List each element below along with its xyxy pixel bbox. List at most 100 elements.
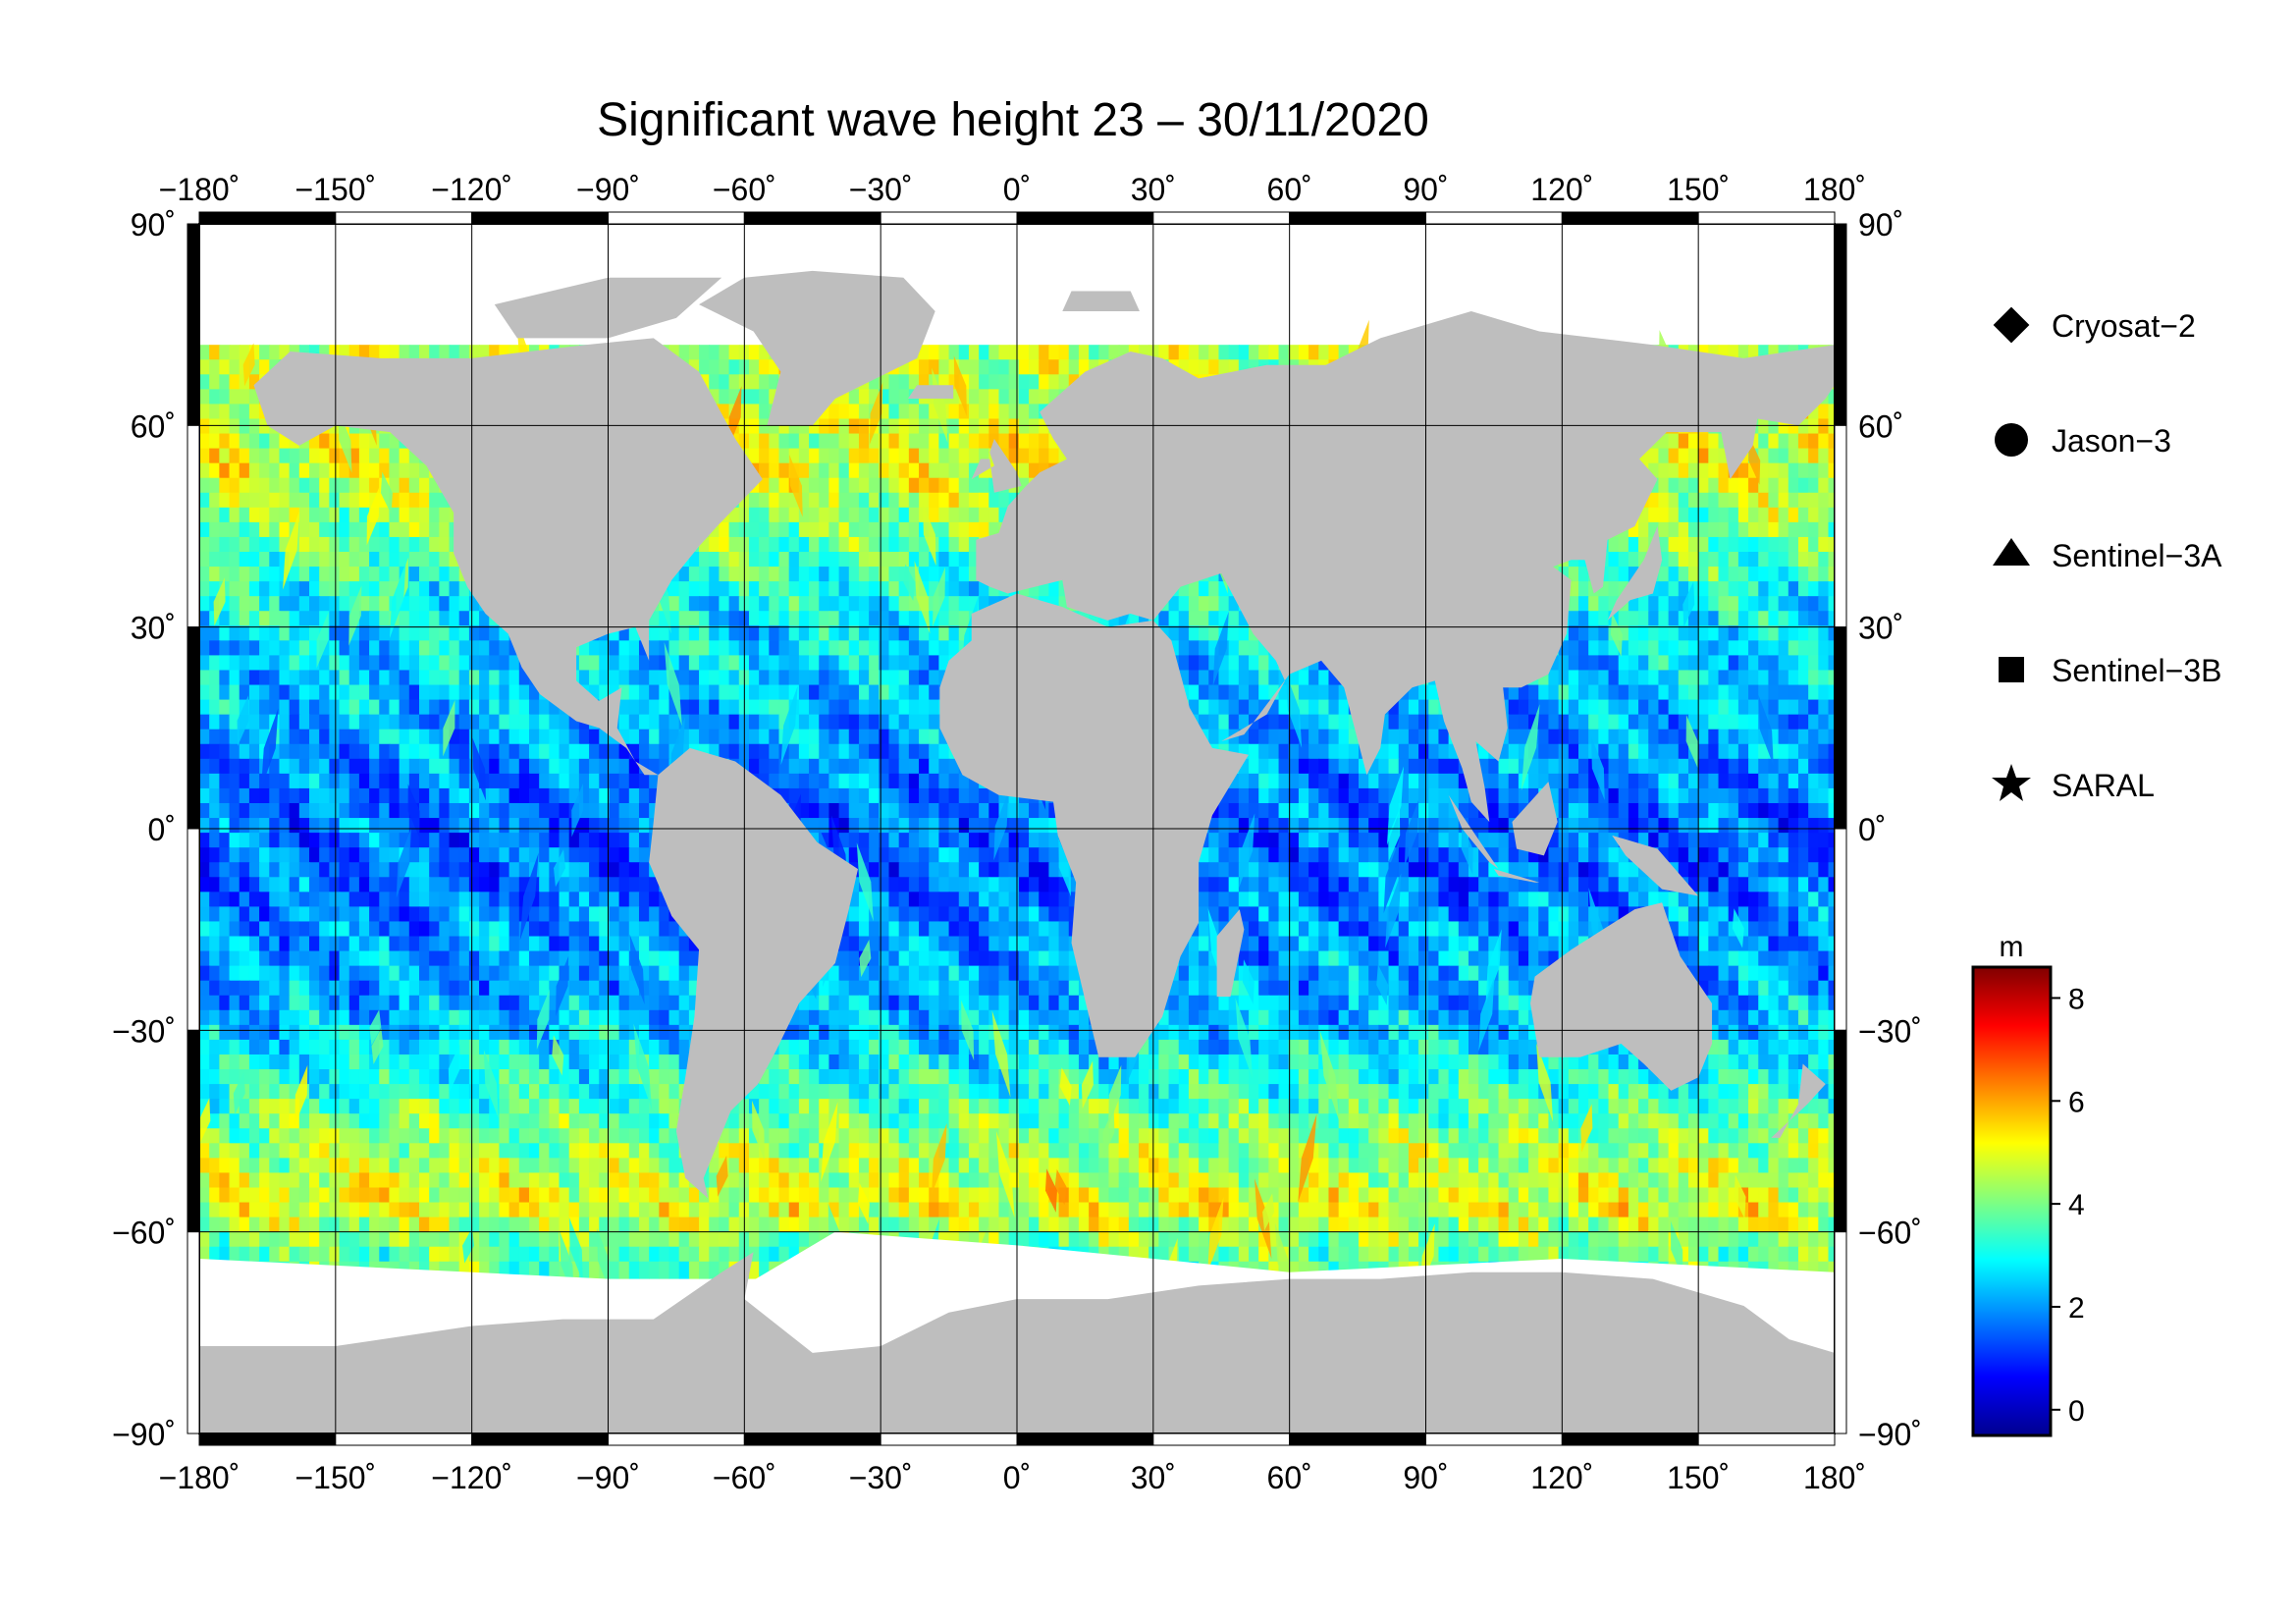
swh-cell	[468, 640, 480, 659]
swh-cell	[229, 729, 240, 747]
swh-cell	[279, 611, 291, 629]
swh-cell	[199, 729, 211, 747]
swh-cell	[269, 433, 281, 452]
swh-cell	[1029, 359, 1041, 378]
swh-cell	[239, 404, 250, 422]
swh-cell	[568, 729, 580, 747]
swh-cell	[798, 507, 810, 525]
swh-cell	[1687, 758, 1700, 777]
swh-cell	[1308, 655, 1320, 674]
swh-cell	[869, 611, 881, 629]
swh-cell	[958, 359, 970, 378]
swh-cell	[929, 492, 940, 511]
swh-cell	[1268, 699, 1280, 718]
swh-cell	[1718, 581, 1730, 599]
swh-cell	[1577, 655, 1590, 674]
swh-cell	[429, 521, 441, 540]
swh-cell	[1768, 743, 1780, 762]
swh-cell	[778, 521, 790, 540]
swh-cell	[209, 625, 221, 644]
swh-cell	[1797, 433, 1810, 452]
swh-cell	[279, 729, 291, 747]
swh-cell	[269, 492, 281, 511]
swh-cell	[748, 699, 761, 718]
swh-cell	[828, 507, 840, 525]
swh-cell	[408, 714, 420, 732]
swh-cell	[638, 670, 651, 688]
swh-cell	[678, 567, 690, 584]
swh-cell	[1828, 567, 1835, 584]
swh-cell	[858, 462, 871, 481]
swh-cell	[199, 418, 211, 437]
swh-cell	[869, 758, 881, 777]
swh-cell	[1708, 773, 1720, 791]
swh-cell	[888, 787, 900, 806]
swh-cell	[848, 536, 860, 555]
swh-cell	[759, 699, 771, 718]
swh-cell	[489, 787, 501, 806]
swh-cell	[958, 521, 970, 540]
swh-cell	[209, 492, 221, 511]
swh-cell	[929, 699, 940, 718]
swh-cell	[1748, 670, 1760, 688]
swh-cell	[298, 477, 310, 496]
swh-cell	[709, 625, 721, 644]
swh-cell	[1748, 729, 1760, 747]
swh-cell	[908, 625, 920, 644]
swh-cell	[389, 492, 400, 511]
swh-cell	[1238, 773, 1250, 791]
swh-cell	[819, 536, 830, 555]
swh-cell	[908, 596, 920, 614]
swh-cell	[289, 787, 300, 806]
swh-cell	[858, 404, 871, 422]
swh-cell	[828, 433, 840, 452]
swh-cell	[1768, 699, 1780, 718]
swh-cell	[979, 418, 990, 437]
swh-cell	[1008, 448, 1020, 466]
swh-cell	[1748, 536, 1760, 555]
swh-cell	[1158, 345, 1170, 362]
swh-cell	[1218, 729, 1230, 747]
swh-cell	[1758, 611, 1770, 629]
swh-cell	[1618, 640, 1629, 659]
swh-cell	[1698, 552, 1710, 569]
swh-cell	[259, 655, 271, 674]
swh-cell	[1188, 581, 1201, 599]
swh-cell	[1538, 684, 1550, 703]
swh-cell	[769, 743, 780, 762]
swh-cell	[688, 581, 700, 599]
swh-cell	[279, 521, 291, 540]
swh-cell	[489, 670, 501, 688]
swh-cell	[229, 743, 240, 762]
swh-cell	[1508, 758, 1520, 777]
swh-cell	[1029, 345, 1041, 362]
swh-cell	[229, 773, 240, 791]
swh-cell	[479, 655, 491, 674]
swh-cell	[869, 448, 881, 466]
swh-cell	[938, 729, 950, 747]
swh-cell	[1638, 536, 1650, 555]
swh-cell	[759, 345, 771, 362]
swh-cell	[719, 374, 730, 393]
swh-cell	[348, 521, 360, 540]
swh-cell	[748, 758, 761, 777]
swh-cell	[389, 729, 400, 747]
swh-cell	[279, 433, 291, 452]
swh-cell	[888, 684, 900, 703]
swh-cell	[259, 448, 271, 466]
swh-cell	[1438, 773, 1450, 791]
swh-cell	[199, 758, 211, 777]
swh-cell	[1218, 699, 1230, 718]
swh-cell	[259, 345, 271, 362]
swh-cell	[709, 359, 721, 378]
swh-cell	[1628, 670, 1640, 688]
swh-cell	[408, 684, 420, 703]
swh-cell	[719, 684, 730, 703]
swh-cell	[369, 729, 381, 747]
swh-cell	[1178, 581, 1190, 599]
swh-cell	[828, 462, 840, 481]
swh-cell	[869, 477, 881, 496]
swh-cell	[908, 359, 920, 378]
swh-cell	[908, 787, 920, 806]
swh-cell	[678, 655, 690, 674]
